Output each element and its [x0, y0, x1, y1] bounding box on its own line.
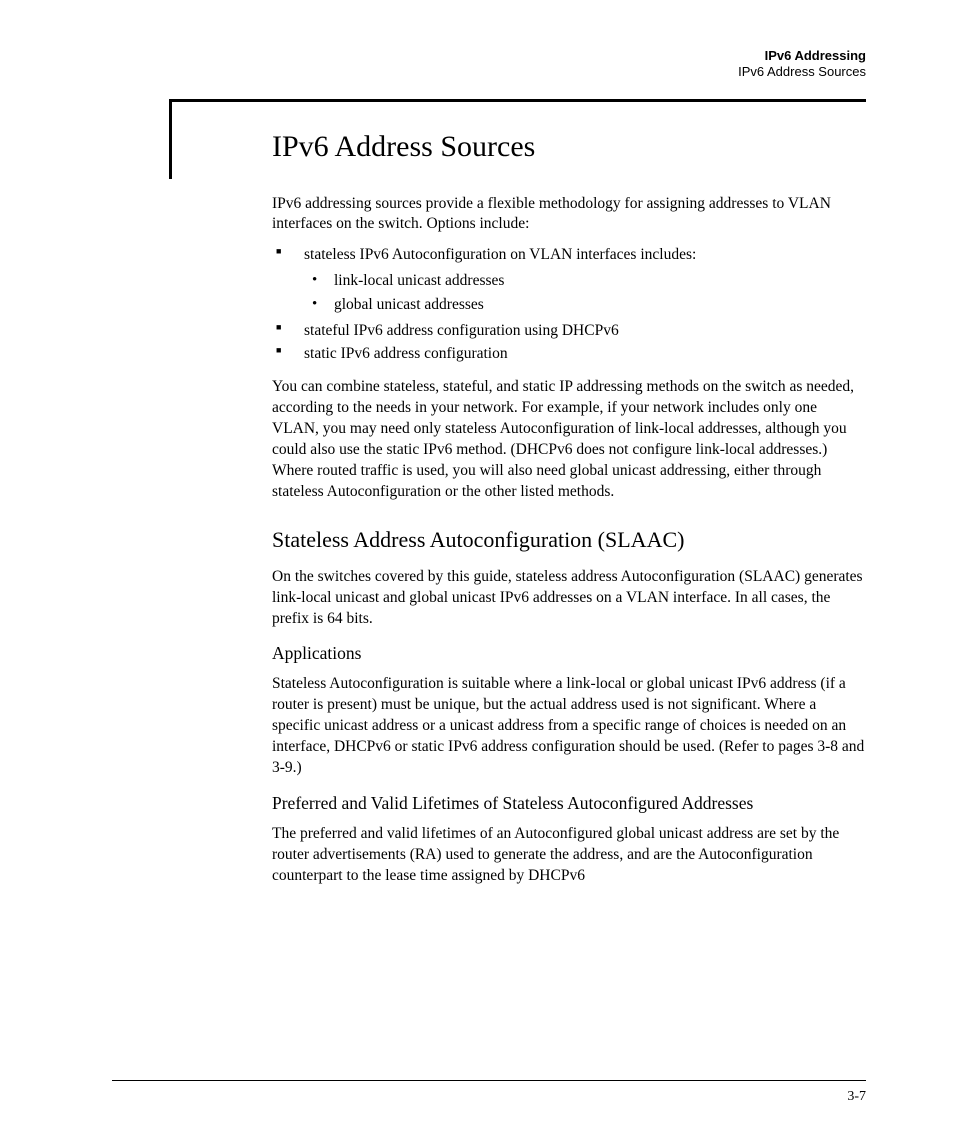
footer-rule: [112, 1080, 866, 1081]
lifetimes-heading: Preferred and Valid Lifetimes of Statele…: [272, 793, 866, 814]
page: IPv6 Addressing IPv6 Address Sources IPv…: [0, 0, 954, 1145]
slaac-paragraph: On the switches covered by this guide, s…: [272, 567, 866, 630]
page-number: 3-7: [847, 1089, 866, 1105]
page-title: IPv6 Address Sources: [272, 130, 866, 164]
content-area: IPv6 Address Sources IPv6 addressing sou…: [272, 106, 866, 887]
sub-list-item: link-local unicast addresses: [334, 269, 866, 293]
combine-paragraph: You can combine stateless, stateful, and…: [272, 377, 866, 503]
sub-list-item: global unicast addresses: [334, 293, 866, 317]
intro-paragraph: IPv6 addressing sources provide a flexib…: [272, 194, 866, 236]
applications-paragraph: Stateless Autoconfiguration is suitable …: [272, 674, 866, 779]
list-item-text: stateless IPv6 Autoconfiguration on VLAN…: [304, 246, 696, 263]
list-item: stateless IPv6 Autoconfiguration on VLAN…: [304, 243, 866, 316]
applications-heading: Applications: [272, 643, 866, 664]
section-rule: IPv6 Address Sources IPv6 addressing sou…: [172, 99, 866, 887]
header-section: IPv6 Address Sources: [112, 64, 866, 80]
running-header: IPv6 Addressing IPv6 Address Sources: [112, 48, 866, 81]
list-item: static IPv6 address configuration: [304, 342, 866, 365]
sub-list: link-local unicast addresses global unic…: [304, 269, 866, 317]
lifetimes-paragraph: The preferred and valid lifetimes of an …: [272, 824, 866, 887]
slaac-heading: Stateless Address Autoconfiguration (SLA…: [272, 527, 866, 553]
list-item: stateful IPv6 address configuration usin…: [304, 319, 866, 342]
options-list: stateless IPv6 Autoconfiguration on VLAN…: [272, 243, 866, 365]
header-chapter: IPv6 Addressing: [112, 48, 866, 64]
